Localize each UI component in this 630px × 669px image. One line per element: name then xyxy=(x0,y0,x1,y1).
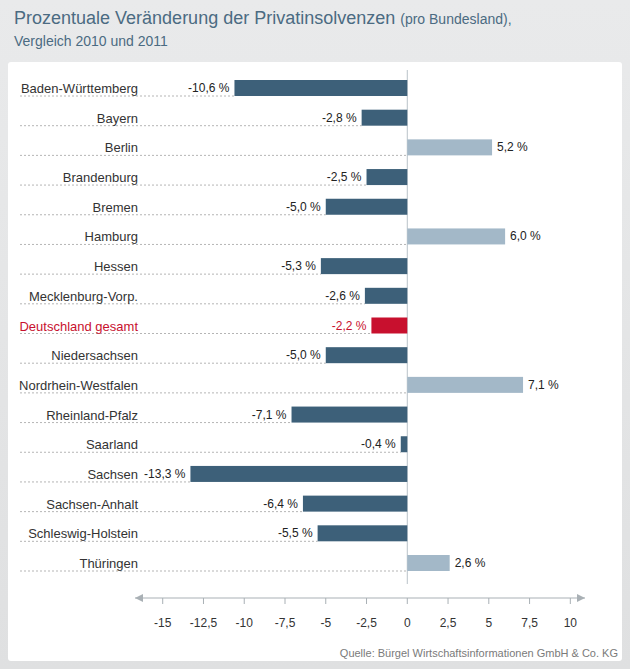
bars xyxy=(190,80,523,571)
tick-mark xyxy=(529,598,530,604)
tick-mark xyxy=(366,598,367,604)
data-label: -7,1 % xyxy=(252,408,287,422)
bar xyxy=(234,80,407,96)
leader-line xyxy=(20,244,407,245)
chart: Prozentuale Veränderung der Privatinsolv… xyxy=(0,0,630,669)
bar xyxy=(190,466,407,482)
tick-mark xyxy=(285,598,286,604)
category-label: Deutschland gesamt xyxy=(19,319,138,334)
panel xyxy=(8,62,622,661)
data-label: -0,4 % xyxy=(361,437,396,451)
bar xyxy=(362,110,408,126)
data-label: -2,5 % xyxy=(327,170,362,184)
tick-label: -12,5 xyxy=(190,616,218,630)
data-label: -5,0 % xyxy=(286,348,321,362)
bar xyxy=(401,436,408,452)
category-label: Bremen xyxy=(92,200,138,215)
category-label: Bayern xyxy=(97,111,138,126)
title-line: Prozentuale Veränderung der Privatinsolv… xyxy=(14,8,512,28)
category-label: Hessen xyxy=(94,259,138,274)
category-label: Mecklenburg-Vorp. xyxy=(29,289,138,304)
tick-label: 7,5 xyxy=(521,616,538,630)
data-label: -6,4 % xyxy=(263,497,298,511)
leader-line xyxy=(20,571,407,572)
tick-label: -10 xyxy=(236,616,254,630)
x-axis xyxy=(135,598,585,599)
category-label: Niedersachsen xyxy=(51,348,138,363)
bar xyxy=(367,169,408,185)
category-label: Thüringen xyxy=(79,556,138,571)
bar xyxy=(407,377,523,393)
bar xyxy=(321,258,407,274)
data-label: -2,2 % xyxy=(332,319,367,333)
tick-mark xyxy=(325,598,326,604)
bar xyxy=(303,496,407,512)
bar xyxy=(407,139,492,155)
tick-mark xyxy=(244,598,245,604)
bar xyxy=(407,555,449,571)
tick-label: -2,5 xyxy=(356,616,377,630)
category-label: Sachsen-Anhalt xyxy=(46,497,138,512)
tick-mark xyxy=(407,598,408,604)
bar xyxy=(371,318,407,334)
tick-label: 0 xyxy=(404,616,411,630)
category-label: Saarland xyxy=(86,437,138,452)
data-label: -2,6 % xyxy=(325,289,360,303)
bar xyxy=(326,347,408,363)
leader-line xyxy=(20,214,326,215)
data-label: 2,6 % xyxy=(455,556,486,570)
tick-label: -15 xyxy=(154,616,172,630)
data-label: -5,0 % xyxy=(286,200,321,214)
data-label: -5,3 % xyxy=(281,259,316,273)
tick-label: -7,5 xyxy=(275,616,296,630)
category-label: Schleswig-Holstein xyxy=(28,526,138,541)
leader-line xyxy=(20,274,321,275)
category-label: Rheinland-Pfalz xyxy=(46,408,138,423)
tick-label: 5 xyxy=(485,616,492,630)
tick-label: 2,5 xyxy=(440,616,457,630)
category-label: Sachsen xyxy=(87,467,138,482)
bar xyxy=(318,525,408,541)
category-label: Nordrhein-Westfalen xyxy=(19,378,138,393)
title: Prozentuale Veränderung der Privatinsolv… xyxy=(14,8,395,28)
bar xyxy=(292,407,408,423)
subtitle: (pro Bundesland), xyxy=(400,11,511,27)
subtitle: Vergleich 2010 und 2011 xyxy=(14,33,168,49)
category-label: Brandenburg xyxy=(63,170,138,185)
tick-mark xyxy=(570,598,571,604)
data-label: -10,6 % xyxy=(188,81,230,95)
axis-arrow xyxy=(135,594,143,602)
leader-line xyxy=(20,125,362,126)
tick-label: -5 xyxy=(320,616,331,630)
tick-label: 10 xyxy=(564,616,578,630)
category-label: Baden-Württemberg xyxy=(21,81,138,96)
tick-mark xyxy=(448,598,449,604)
bar xyxy=(365,288,407,304)
data-label: -2,8 % xyxy=(322,111,357,125)
data-label: 7,1 % xyxy=(528,378,559,392)
background xyxy=(0,0,630,669)
bar xyxy=(407,228,505,244)
bar xyxy=(326,199,408,215)
leader-line xyxy=(20,452,401,453)
data-label: 5,2 % xyxy=(497,140,528,154)
source: Quelle: Bürgel Wirtschaftsinformationen … xyxy=(340,647,618,659)
data-label: -13,3 % xyxy=(144,467,186,481)
leader-line xyxy=(20,155,407,156)
data-label: -5,5 % xyxy=(278,526,313,540)
tick-mark xyxy=(162,598,163,604)
tick-mark xyxy=(488,598,489,604)
category-label: Hamburg xyxy=(85,229,138,244)
category-label: Berlin xyxy=(105,140,138,155)
data-label: 6,0 % xyxy=(510,229,541,243)
axis-arrow xyxy=(577,594,585,602)
tick-mark xyxy=(203,598,204,604)
